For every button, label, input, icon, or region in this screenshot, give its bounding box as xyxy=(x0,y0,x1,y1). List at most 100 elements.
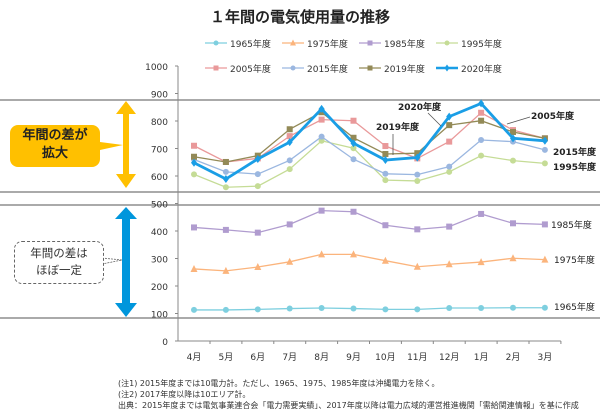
data-point xyxy=(510,134,516,143)
label-1965: 1965年度 xyxy=(554,301,595,313)
data-point xyxy=(541,304,548,311)
x-tick-label: 12月 xyxy=(439,352,459,363)
data-point xyxy=(350,208,357,215)
x-tick-label: 6月 xyxy=(250,352,265,363)
label-2005: 2005年度 xyxy=(531,110,575,122)
data-point xyxy=(191,224,197,231)
x-tick-label: 11月 xyxy=(407,352,427,363)
data-point xyxy=(286,221,293,228)
data-point xyxy=(350,156,357,163)
data-point xyxy=(478,136,485,143)
legend-label: 2005年度 xyxy=(230,63,271,75)
x-tick-label: 3月 xyxy=(538,352,553,363)
x-tick-label: 4月 xyxy=(187,352,202,363)
data-point xyxy=(318,137,325,144)
note-1: (注1) 2015年度までは10電力計。ただし、1965、1975、1985年度… xyxy=(118,379,440,388)
legend-item: 1965年度 xyxy=(205,38,271,50)
callout-text: 拡大 xyxy=(41,146,68,161)
legend-item: 2005年度 xyxy=(205,63,271,75)
data-point xyxy=(286,126,293,133)
data-point xyxy=(191,153,197,160)
legend-item: 1985年度 xyxy=(359,38,425,50)
data-point xyxy=(286,257,294,265)
data-point xyxy=(222,175,229,184)
y-tick-label: 200 xyxy=(151,283,168,293)
data-point xyxy=(382,306,389,313)
data-point xyxy=(541,255,549,263)
y-tick-label: 500 xyxy=(151,201,168,211)
data-point xyxy=(413,262,421,270)
data-point xyxy=(414,306,421,313)
legend-item: 1995年度 xyxy=(436,38,502,50)
data-point xyxy=(254,229,261,236)
data-point xyxy=(286,138,293,147)
data-point xyxy=(222,168,229,175)
data-point xyxy=(414,226,421,233)
data-point xyxy=(318,116,325,123)
data-point xyxy=(350,145,357,152)
data-point xyxy=(286,305,293,312)
callout-gap-widening: 年間の差が 拡大 xyxy=(10,125,100,167)
data-point xyxy=(509,254,517,262)
data-point xyxy=(222,184,229,191)
leader-line-2020 xyxy=(427,112,442,127)
data-point xyxy=(254,154,261,163)
double-arrow-orange xyxy=(100,101,136,188)
x-tick-label: 10月 xyxy=(375,352,395,363)
series-1975年度 xyxy=(190,250,549,274)
note-2: (注2) 2017年度以降は10エリア計。 xyxy=(118,390,251,399)
series-line xyxy=(193,135,546,176)
chart-title: １年間の電気使用量の推移 xyxy=(210,8,390,26)
data-point xyxy=(213,65,219,71)
data-point xyxy=(382,170,389,177)
data-point xyxy=(510,220,516,227)
series-1985年度 xyxy=(191,207,548,236)
source-note: 出典：2015年度までは電気事業連合会「電力需要実績」、2017年度以降は電力広… xyxy=(118,401,579,410)
series-1965年度 xyxy=(191,304,548,313)
data-point xyxy=(382,222,389,229)
data-point xyxy=(350,305,357,312)
data-point xyxy=(541,146,548,153)
legend-item: 2019年度 xyxy=(359,63,425,75)
data-point xyxy=(478,152,485,159)
data-point xyxy=(477,258,485,266)
y-tick-label: 600 xyxy=(151,173,168,183)
label-1995: 1995年度 xyxy=(553,161,597,173)
series-line xyxy=(193,253,545,272)
legend-label: 1965年度 xyxy=(230,38,271,50)
data-point xyxy=(446,168,453,175)
legend-label: 2015年度 xyxy=(307,63,348,75)
legend-label: 1995年度 xyxy=(461,38,502,50)
data-point xyxy=(510,157,516,164)
y-tick-label: 0 xyxy=(162,338,168,348)
data-point xyxy=(414,150,421,157)
label-1985: 1985年度 xyxy=(551,219,592,231)
data-point xyxy=(222,226,229,233)
data-point xyxy=(541,221,548,228)
data-point xyxy=(222,158,229,165)
data-point xyxy=(510,129,516,135)
data-point xyxy=(191,306,197,313)
y-tick-label: 1000 xyxy=(145,63,168,73)
y-tick-label: 300 xyxy=(151,256,168,266)
data-point xyxy=(318,207,325,214)
data-point xyxy=(382,156,389,165)
data-point xyxy=(222,306,229,313)
label-2015: 2015年度 xyxy=(553,146,597,158)
data-point xyxy=(286,166,293,173)
y-tick-label: 400 xyxy=(151,228,168,238)
data-point xyxy=(541,136,548,145)
legend-item: 1975年度 xyxy=(282,38,348,50)
y-tick-label: 100 xyxy=(151,311,168,321)
data-point xyxy=(350,134,357,141)
data-point xyxy=(444,64,450,72)
data-point xyxy=(318,104,325,113)
legend-label: 2020年度 xyxy=(461,63,502,75)
data-point xyxy=(446,305,453,311)
y-tick-label: 900 xyxy=(151,91,168,101)
series-line xyxy=(193,209,545,234)
data-point xyxy=(478,109,485,116)
x-tick-label: 5月 xyxy=(219,352,234,363)
